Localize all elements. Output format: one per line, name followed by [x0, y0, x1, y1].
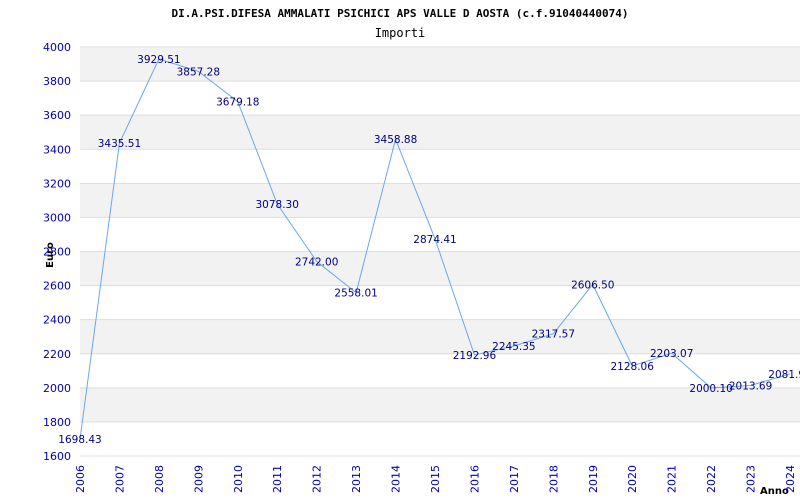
x-tick-label: 2020 [626, 465, 639, 493]
plot-band [80, 387, 800, 422]
data-label: 2245.35 [492, 341, 535, 353]
data-label: 3458.88 [374, 134, 417, 146]
data-label: 3078.30 [256, 199, 299, 211]
x-tick-label: 2015 [429, 465, 442, 493]
y-tick-label: 2200 [43, 348, 71, 361]
plot-band [80, 81, 800, 116]
data-label: 3679.18 [216, 97, 259, 109]
data-label: 2742.00 [295, 256, 338, 268]
data-label: 3857.28 [177, 66, 220, 78]
y-tick-label: 3200 [43, 177, 71, 190]
plot-band [80, 319, 800, 354]
x-tick-labels: 2006 2007 2008 2009 2010 2011 2012 2013 2014 2015… [74, 465, 797, 493]
y-tick-label: 3800 [43, 75, 71, 88]
y-tick-label: 3400 [43, 143, 71, 156]
y-tick-labels: 1600 1800 2000 2200 2400 2600 2800 3000 3200 3400… [43, 41, 71, 463]
x-tick-label: 2024 [784, 465, 797, 493]
x-tick-label: 2014 [390, 465, 403, 493]
plot-band [80, 149, 800, 184]
data-label: 2128.06 [611, 361, 655, 373]
y-tick-label: 3600 [43, 109, 71, 122]
x-tick-label: 2009 [192, 465, 205, 493]
y-tick-label: 3000 [43, 211, 71, 224]
plot-bands [80, 47, 800, 456]
y-tick-label: 4000 [43, 41, 71, 54]
x-tick-label: 2010 [232, 465, 245, 493]
series-line [79, 58, 791, 440]
grid-lines [80, 46, 800, 457]
data-label: 2317.57 [532, 329, 575, 341]
data-label: 3929.51 [137, 54, 180, 66]
data-label: 2874.41 [413, 234, 456, 246]
x-tick-label: 2021 [666, 465, 679, 493]
y-tick-label: 2800 [43, 246, 71, 259]
plot-band [80, 115, 800, 150]
data-label: 2013.69 [729, 381, 772, 393]
plot-band [80, 353, 800, 388]
x-tick-label: 2012 [311, 465, 324, 493]
data-label: 2606.50 [571, 279, 614, 291]
x-tick-label: 2018 [547, 465, 560, 493]
data-label: 2203.07 [650, 348, 693, 360]
x-tick-label: 2013 [350, 465, 363, 493]
plot-band [80, 183, 800, 218]
x-tick-label: 2023 [745, 465, 758, 493]
x-tick-label: 2011 [271, 465, 284, 493]
plot-band [80, 47, 800, 82]
x-tick-label: 2006 [74, 465, 87, 493]
x-tick-label: 2016 [468, 465, 481, 493]
plot-band [80, 285, 800, 320]
y-tick-label: 2000 [43, 382, 71, 395]
data-label: 3435.51 [98, 138, 141, 150]
plot-band [80, 421, 800, 456]
x-axis-label: Anno [760, 486, 789, 497]
data-label: 2192.96 [453, 350, 497, 362]
plot-band [80, 217, 800, 252]
data-label: 2081.92 [768, 369, 800, 381]
x-tick-label: 2017 [508, 465, 521, 493]
x-tick-label: 2022 [705, 465, 718, 493]
y-tick-label: 1600 [43, 450, 71, 463]
x-tick-label: 2019 [587, 465, 600, 493]
x-tick-label: 2008 [153, 465, 166, 493]
chart-subtitle: Importi [375, 26, 426, 40]
data-label: 1698.43 [58, 434, 101, 446]
x-tick-label: 2007 [113, 465, 126, 493]
data-label: 2558.01 [334, 288, 377, 300]
chart-title: DI.A.PSI.DIFESA AMMALATI PSICHICI APS VA… [172, 7, 629, 20]
y-tick-label: 2600 [43, 280, 71, 293]
plot-band [80, 251, 800, 286]
y-tick-label: 2400 [43, 314, 71, 327]
data-label: 2000.10 [689, 383, 732, 395]
y-axis-label: Euro [45, 242, 56, 268]
y-tick-label: 1800 [43, 416, 71, 429]
